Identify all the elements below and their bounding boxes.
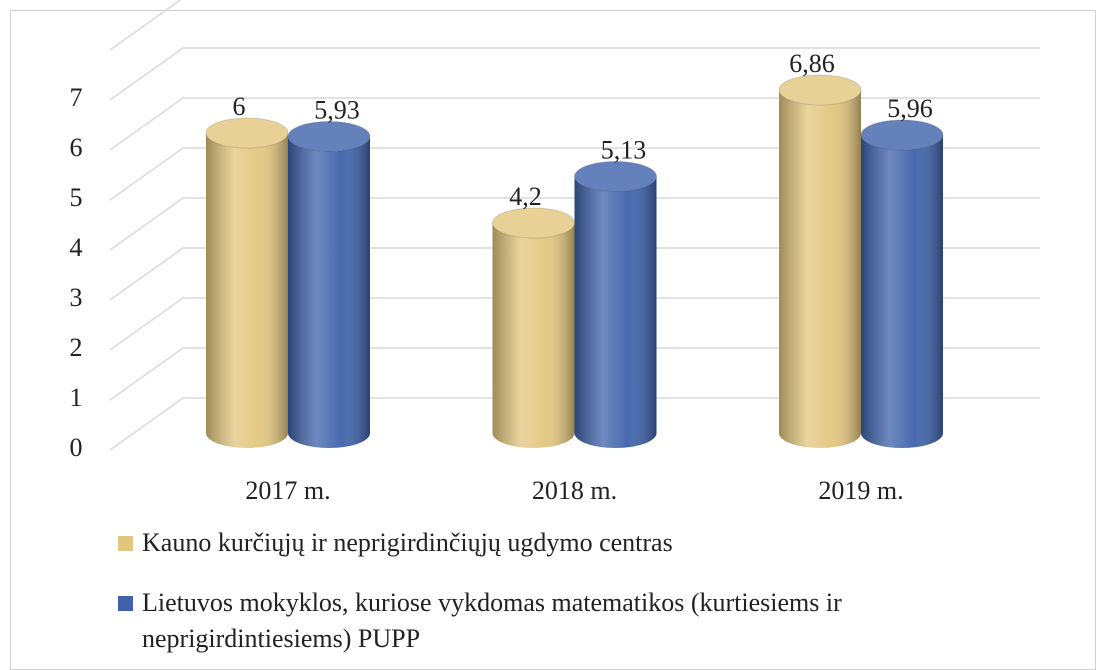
value-label: 5,13 <box>601 135 647 164</box>
value-label: 6,86 <box>789 49 835 78</box>
y-tick-label: 0 <box>70 433 83 462</box>
grid-line <box>109 247 1040 301</box>
cylinder-shade <box>288 136 370 448</box>
cylinder-shade <box>492 223 575 449</box>
grid-line <box>109 97 1040 151</box>
y-tick-label: 1 <box>70 383 83 412</box>
grid-line <box>109 397 1040 451</box>
cylinder-shade <box>574 176 657 448</box>
y-tick-label: 7 <box>70 83 83 112</box>
cylinder-top <box>574 161 657 192</box>
legend-swatch <box>118 536 133 551</box>
legend-swatch <box>118 596 133 611</box>
y-tick-label: 4 <box>70 233 83 262</box>
cylinder-top-shade <box>861 120 943 150</box>
x-tick-label: 2018 m. <box>532 476 617 505</box>
legend-item: Kauno kurčiųjų ir neprigirdinčiųjų ugdym… <box>118 525 1018 561</box>
y-tick-label: 2 <box>70 333 83 362</box>
cylinder-top <box>287 121 371 152</box>
legend-item: Lietuvos mokyklos, kuriose vykdomas mate… <box>118 585 1018 657</box>
x-tick-label: 2017 m. <box>245 476 330 505</box>
grid-line <box>109 297 1040 351</box>
value-label: 4,2 <box>509 182 542 211</box>
cylinder-top-shade <box>574 161 657 192</box>
grid-line <box>109 47 1040 101</box>
cylinder-top-shade <box>492 208 575 238</box>
wall-top <box>109 0 182 51</box>
cylinder-shade <box>206 133 288 448</box>
cylinder-top-shade <box>779 75 861 105</box>
value-label: 6 <box>233 92 246 121</box>
y-tick-label: 6 <box>70 133 83 162</box>
cylinder-top <box>778 74 862 106</box>
grid-line <box>109 347 1040 401</box>
cylinder-top <box>860 119 944 151</box>
legend-label: Kauno kurčiųjų ir neprigirdinčiųjų ugdym… <box>142 528 673 557</box>
cylinder-top-shade <box>206 118 288 148</box>
cylinder-top-shade <box>288 121 370 152</box>
cylinder-shade <box>861 135 943 448</box>
cylinder-shade <box>779 90 861 448</box>
y-tick-label: 5 <box>70 183 83 212</box>
grid-line <box>109 147 1040 201</box>
legend-label: Lietuvos mokyklos, kuriose vykdomas mate… <box>142 588 842 653</box>
value-label: 5,93 <box>314 95 360 124</box>
grid-line <box>109 197 1040 251</box>
y-tick-label: 3 <box>70 283 83 312</box>
cylinder-top <box>205 117 289 149</box>
x-tick-label: 2019 m. <box>818 476 903 505</box>
value-label: 5,96 <box>887 94 933 123</box>
